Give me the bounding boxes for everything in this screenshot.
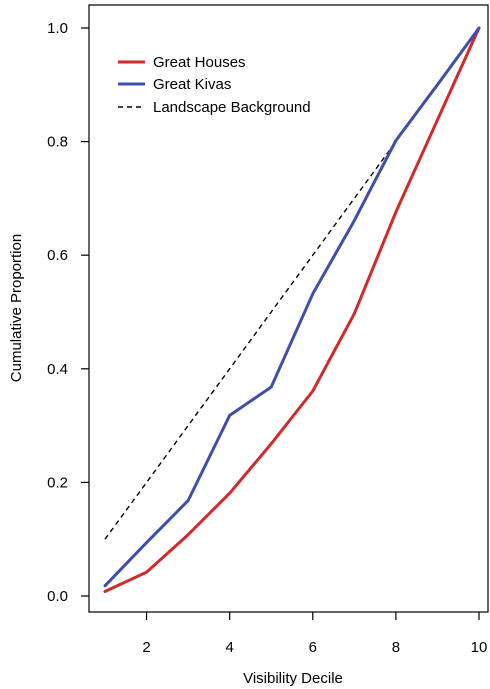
- plot-frame: [88, 4, 489, 613]
- x-tick-label: 4: [225, 639, 233, 656]
- y-axis-label: Cumulative Proportion: [8, 234, 25, 382]
- x-tick-label: 6: [309, 639, 317, 656]
- legend: Great Houses Great Kivas Landscape Backgro…: [118, 54, 311, 116]
- legend-label-landscape-background: Landscape Background: [153, 99, 311, 116]
- x-axis: 2 4 6 8 10: [142, 612, 487, 656]
- x-axis-label: Visibility Decile: [243, 670, 343, 687]
- series-line-great-kivas: [103, 26, 481, 588]
- y-tick-label: 0.0: [47, 588, 68, 605]
- series-line-great-houses: [103, 26, 481, 593]
- y-tick-label: 0.2: [47, 474, 68, 491]
- legend-label-great-houses: Great Houses: [153, 54, 246, 71]
- series-line-landscape-background: [104, 27, 480, 540]
- y-tick-label: 1.0: [47, 20, 68, 37]
- x-tick-label: 8: [392, 639, 400, 656]
- series-layer: [103, 26, 481, 593]
- y-tick-label: 0.4: [47, 361, 68, 378]
- y-axis: 0.0 0.2 0.4 0.6 0.8 1.0: [47, 20, 89, 605]
- y-tick-label: 0.8: [47, 134, 68, 151]
- legend-label-great-kivas: Great Kivas: [153, 76, 231, 93]
- y-tick-label: 0.6: [47, 247, 68, 264]
- x-tick-label: 2: [142, 639, 150, 656]
- x-tick-label: 10: [471, 639, 488, 656]
